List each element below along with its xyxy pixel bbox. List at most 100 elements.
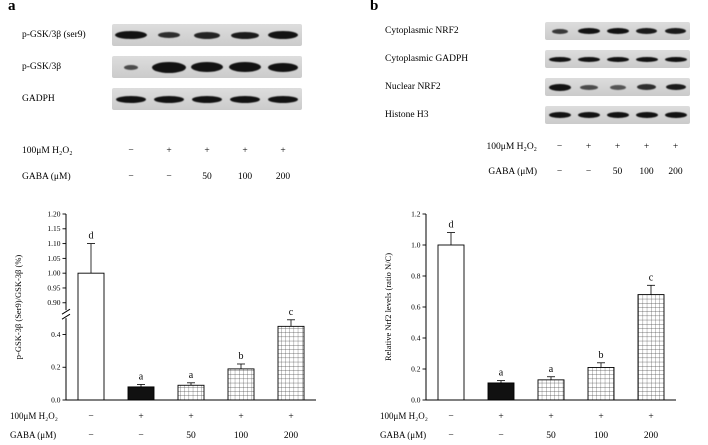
treatment-value: 100	[639, 167, 654, 177]
treatment-value: 200	[644, 431, 659, 441]
bar-fill	[638, 294, 664, 400]
blot-lane	[264, 56, 302, 78]
y-tick-label: 1.00	[47, 269, 60, 278]
sig-letter: d	[89, 231, 94, 242]
blot-band	[268, 62, 298, 72]
treatment-value: +	[188, 412, 193, 422]
treatment-value: −	[88, 412, 93, 422]
blot-band	[606, 112, 629, 118]
blot-lane	[574, 106, 603, 124]
y-tick-label: 0.0	[411, 395, 421, 404]
blot-lane	[545, 78, 574, 96]
treatment-value: −	[448, 412, 453, 422]
blot-band	[577, 56, 600, 62]
treatment-value: +	[498, 412, 503, 422]
blot-lane	[226, 56, 264, 78]
y-tick-label: 0.8	[411, 271, 421, 280]
treatment-value: −	[556, 167, 563, 177]
blot-lane	[603, 106, 632, 124]
bar-fill	[128, 386, 154, 400]
blot-band	[231, 31, 259, 39]
y-tick-label: 1.0	[411, 240, 421, 249]
blot-lane	[226, 24, 264, 46]
treatment-value: 100	[237, 172, 253, 182]
blot-lane	[545, 106, 574, 124]
treatment-value: +	[548, 412, 553, 422]
blot-band	[551, 28, 568, 34]
blot-lane	[603, 50, 632, 68]
blot-band	[192, 95, 222, 103]
blot-lane	[545, 50, 574, 68]
axis-break-mark	[61, 313, 71, 320]
blot-band	[154, 95, 184, 103]
blot-strip	[112, 56, 302, 78]
bar-fill	[588, 367, 614, 400]
blot-band	[635, 112, 658, 118]
blot-band	[635, 56, 658, 62]
panel-a-label: a	[8, 0, 16, 14]
y-tick-label: 1.10	[47, 239, 60, 248]
blot-row: Cytoplasmic NRF2	[368, 22, 690, 40]
treatment-value: −	[128, 146, 134, 156]
treatment-value: +	[672, 142, 679, 152]
blot-band	[191, 62, 223, 72]
blot-row: Cytoplasmic GADPH	[368, 50, 690, 68]
blot-band	[548, 112, 571, 118]
sig-letter: b	[239, 351, 244, 362]
blot-label: Cytoplasmic NRF2	[385, 26, 459, 36]
y-tick-label: 1.05	[47, 254, 60, 263]
blot-band	[115, 31, 147, 39]
blot-lane	[112, 88, 150, 110]
panel-b-label: b	[370, 0, 379, 14]
treatment-value: 50	[612, 167, 623, 177]
blot-band	[548, 56, 571, 62]
treatment-value: 50	[186, 431, 196, 441]
bar-chart-b: d a a b c 0.0 0.2 0.4 0.6 0.8 1.0 1.2 Relative Nrf2 …	[380, 209, 676, 441]
blot-strip	[545, 78, 690, 96]
treatment-label: GABA (μM)	[488, 167, 537, 177]
treatment-value: 100	[594, 431, 609, 441]
treatment-value: +	[648, 412, 653, 422]
blot-band	[577, 112, 600, 118]
blot-band	[229, 62, 261, 72]
treatment-value: 100	[234, 431, 249, 441]
treatment-label: 100μM H₂O₂	[10, 411, 58, 421]
sig-letter: a	[139, 371, 144, 382]
blot-row: p-GSK/3β (ser9)	[0, 24, 302, 46]
blot-lane	[632, 78, 661, 96]
blot-lane	[150, 88, 188, 110]
sig-letter: a	[549, 364, 554, 375]
blot-strip	[112, 24, 302, 46]
blot-label: p-GSK/3β	[22, 62, 62, 72]
blot-lane	[574, 22, 603, 40]
sig-letter: a	[499, 368, 504, 379]
blot-lane	[112, 24, 150, 46]
blot-lane	[264, 24, 302, 46]
treatment-value: −	[448, 431, 453, 441]
blot-lane	[661, 22, 690, 40]
blot-row: Histone H3	[368, 106, 690, 124]
blot-band	[664, 56, 687, 62]
blot-band	[152, 61, 186, 73]
y-tick-label: 0.2	[51, 363, 61, 372]
treatment-value: +	[204, 146, 210, 156]
blot-strip	[545, 50, 690, 68]
treatment-value: 50	[546, 431, 556, 441]
bar-fill	[228, 368, 254, 400]
bar	[78, 273, 104, 400]
blot-label: Histone H3	[385, 110, 429, 120]
treatment-label: GABA (μM)	[22, 172, 71, 182]
treatment-value: 50	[202, 172, 212, 182]
blot-band	[579, 84, 598, 90]
blot-label: Cytoplasmic GADPH	[385, 54, 469, 64]
panel-b: b Cytoplasmic NRF2 Cytoplasmic GADPH Nuc…	[368, 0, 708, 445]
y-tick-label: 1.2	[411, 209, 421, 218]
y-tick-label: 1.15	[47, 224, 60, 233]
blot-row: Nuclear NRF2	[368, 78, 690, 96]
treatment-label: 100μM H₂O₂	[22, 146, 73, 156]
blot-lane	[264, 88, 302, 110]
blot-label: p-GSK/3β (ser9)	[22, 30, 86, 40]
treatment-value: −	[88, 431, 93, 441]
sig-letter: c	[289, 307, 294, 318]
